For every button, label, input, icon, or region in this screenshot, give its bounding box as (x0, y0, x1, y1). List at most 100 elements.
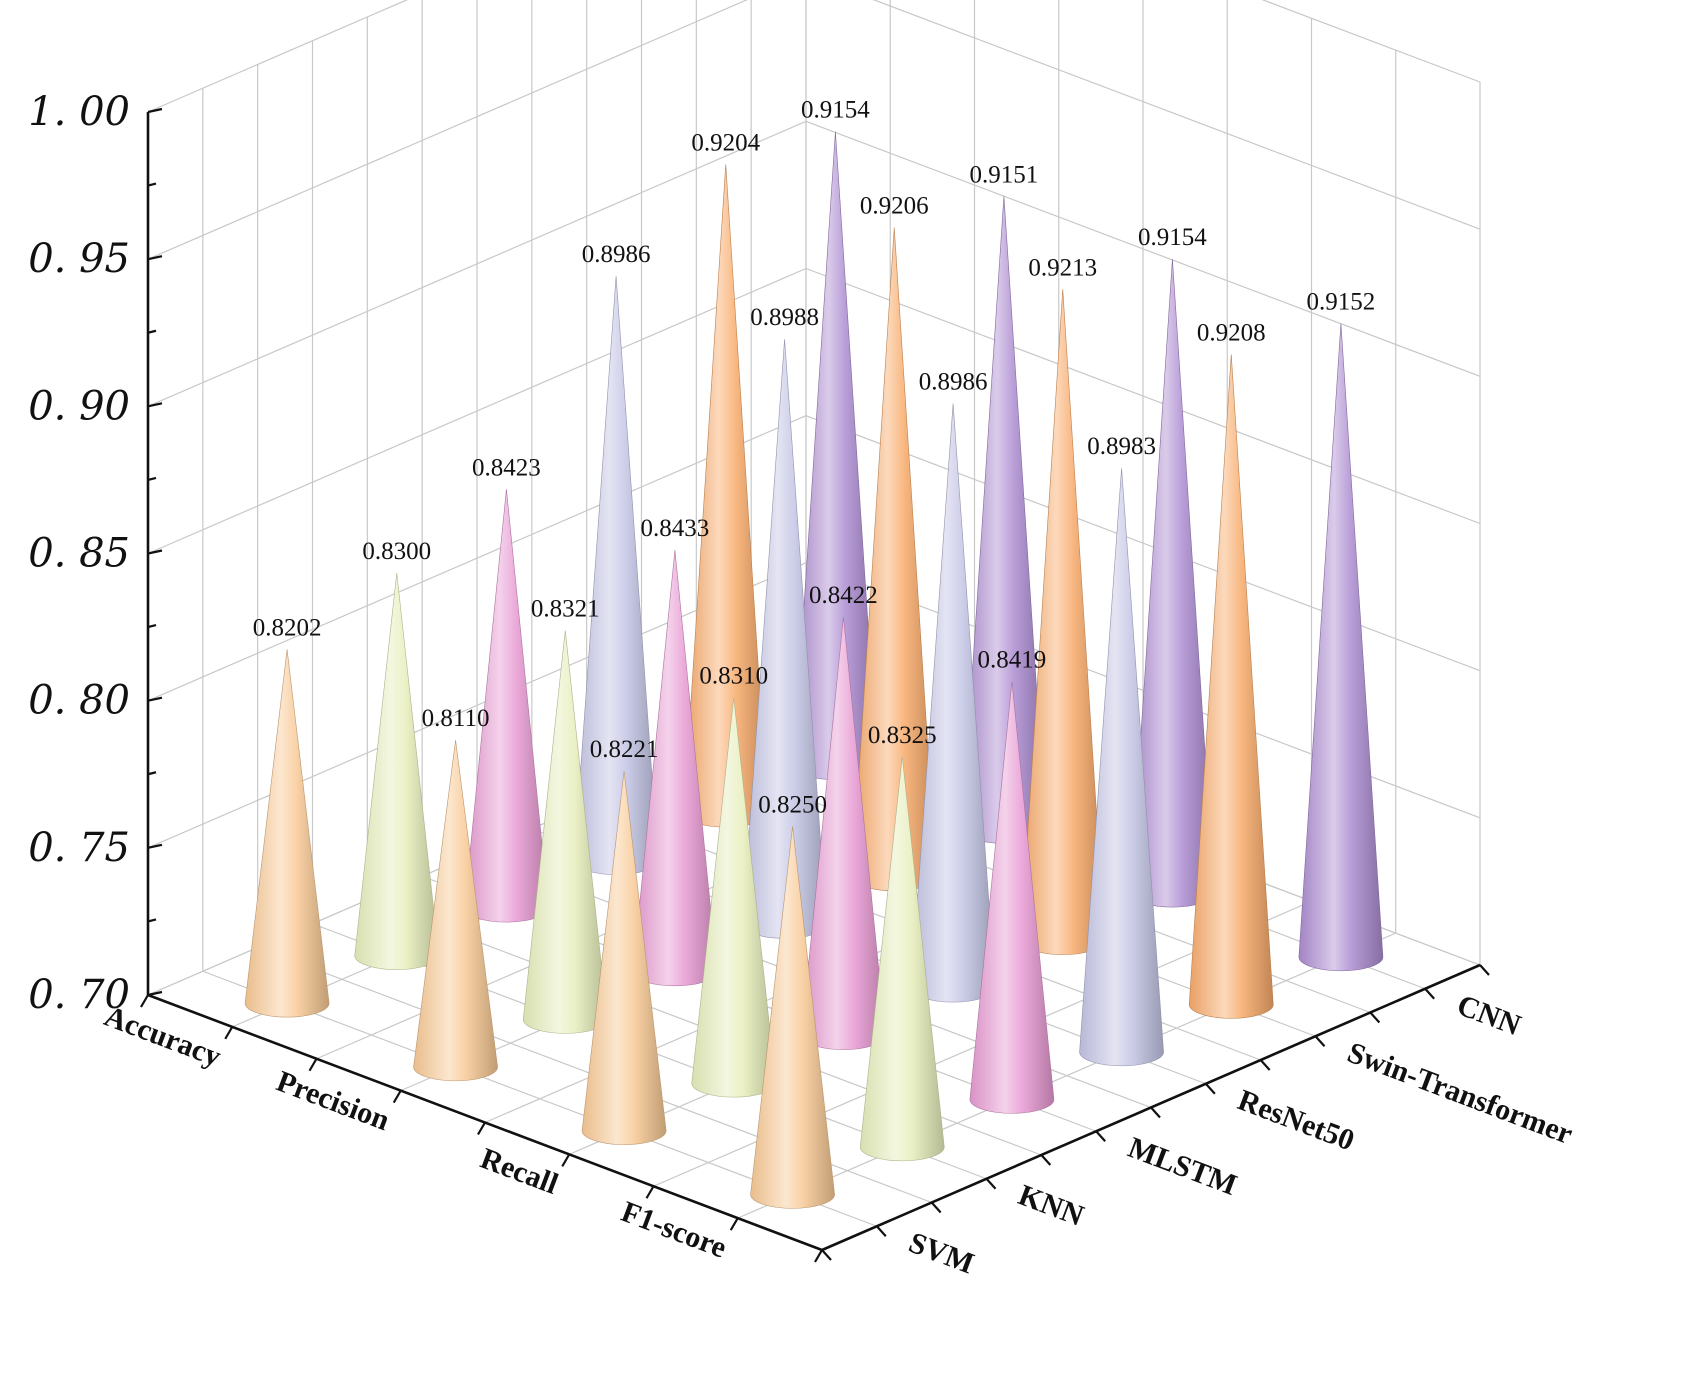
z-tick (147, 771, 157, 776)
cone-MLSTM-F1-score (969, 681, 1055, 1114)
value-label: 0.9151 (970, 161, 1039, 188)
model-label: KNN (1014, 1178, 1088, 1233)
z-tick (147, 255, 163, 261)
cone-body (750, 826, 835, 1209)
cone-layer (244, 131, 1384, 1209)
value-label: 0.8110 (422, 705, 490, 732)
z-tick (147, 843, 163, 849)
metric-tick (729, 1217, 739, 1231)
z-tick (147, 182, 157, 187)
cone-body (1020, 289, 1106, 955)
value-label: 0.9208 (1197, 319, 1266, 346)
cone-body (581, 771, 667, 1145)
z-tick (147, 549, 163, 555)
metric-tick (224, 1026, 234, 1040)
z-tick-label: 0. 70 (28, 972, 130, 1018)
model-tick (1205, 1083, 1216, 1095)
value-label: 0.8221 (590, 736, 659, 763)
model-tick (876, 1225, 887, 1237)
metric-label: Accuracy (100, 1000, 225, 1074)
z-tick-label: 0. 85 (28, 531, 130, 577)
axis-layer (140, 107, 1490, 1263)
cone-KNN-F1-score (859, 756, 945, 1162)
model-tick (1369, 1011, 1381, 1024)
z-tick (147, 624, 157, 629)
value-label: 0.8986 (919, 369, 988, 396)
cone-ResNet50-F1-score (1079, 468, 1164, 1067)
cone-body (851, 227, 937, 892)
model-tick (1150, 1106, 1161, 1119)
z-tick (147, 107, 163, 114)
cone-body (413, 740, 498, 1082)
cone-SVM-Precision (413, 740, 498, 1082)
model-tick (1095, 1130, 1106, 1142)
z-tick-label: 0. 75 (28, 825, 130, 871)
metric-tick (814, 1249, 823, 1263)
model-label: SVM (904, 1226, 978, 1280)
z-tick-label: 0. 80 (28, 678, 130, 724)
model-label: Swin-Transformer (1343, 1036, 1577, 1151)
value-label: 0.8300 (362, 538, 431, 565)
z-tick (147, 990, 163, 997)
model-label: MLSTM (1124, 1131, 1242, 1202)
metric-tick (477, 1121, 486, 1136)
metric-tick (561, 1153, 571, 1167)
value-label: 0.8202 (253, 614, 322, 641)
cone-SVM-F1-score (750, 826, 835, 1209)
model-tick (821, 1249, 832, 1261)
z-gridline (147, 0, 1481, 113)
value-label: 0.8250 (758, 791, 827, 818)
metric-tick (140, 994, 149, 1008)
value-label: 0.8983 (1087, 433, 1156, 460)
model-tick (1040, 1154, 1052, 1166)
value-label: 0.8433 (641, 515, 710, 542)
z-tick (147, 402, 163, 408)
value-label: 0.9204 (691, 129, 760, 156)
cone-body (244, 649, 330, 1018)
z-tick (147, 696, 163, 702)
metric-label: F1-score (617, 1195, 731, 1265)
metric-label: Recall (476, 1142, 562, 1201)
value-label: 0.9213 (1028, 254, 1097, 281)
model-tick (1424, 988, 1435, 1000)
cone-Swin-Transformer-F1-score (1188, 354, 1274, 1019)
z-tick (147, 329, 157, 334)
z-tick-label: 1. 00 (28, 89, 130, 135)
cone-SVM-Recall (581, 771, 667, 1145)
model-label: ResNet50 (1233, 1083, 1358, 1157)
value-label: 0.8325 (868, 722, 937, 749)
z-gridline (147, 0, 1481, 260)
model-tick (930, 1201, 942, 1214)
value-label: 0.8321 (531, 596, 600, 623)
model-label: CNN (1453, 988, 1526, 1042)
cone-Swin-Transformer-Recall (1020, 289, 1106, 955)
z-tick (147, 476, 157, 481)
metric-tick (645, 1185, 655, 1199)
value-label: 0.8423 (472, 454, 541, 481)
cone-Swin-Transformer-Precision (851, 227, 937, 892)
value-label: 0.9206 (860, 193, 929, 220)
value-label: 0.9154 (1138, 224, 1207, 251)
value-label: 0.9154 (801, 97, 870, 124)
value-label: 0.8419 (978, 647, 1047, 674)
model-tick (1479, 964, 1490, 976)
model-tick (985, 1178, 997, 1190)
metric-tick (308, 1058, 318, 1072)
cone-body (859, 756, 945, 1162)
z-tick-label: 0. 95 (28, 236, 130, 282)
value-label: 0.9152 (1307, 288, 1376, 315)
value-label: 0.8988 (750, 304, 819, 331)
cone-body (1079, 468, 1164, 1067)
value-label: 0.8986 (582, 241, 651, 268)
value-label: 0.8422 (809, 582, 878, 609)
cone-SVM-Accuracy (244, 649, 330, 1018)
z-tick (147, 918, 157, 923)
z-gridline (147, 120, 1481, 407)
model-tick (1259, 1059, 1271, 1071)
metric-label: Precision (272, 1065, 394, 1138)
cone-body (969, 681, 1055, 1114)
metric-tick (392, 1090, 402, 1104)
cone-body (1298, 323, 1384, 972)
